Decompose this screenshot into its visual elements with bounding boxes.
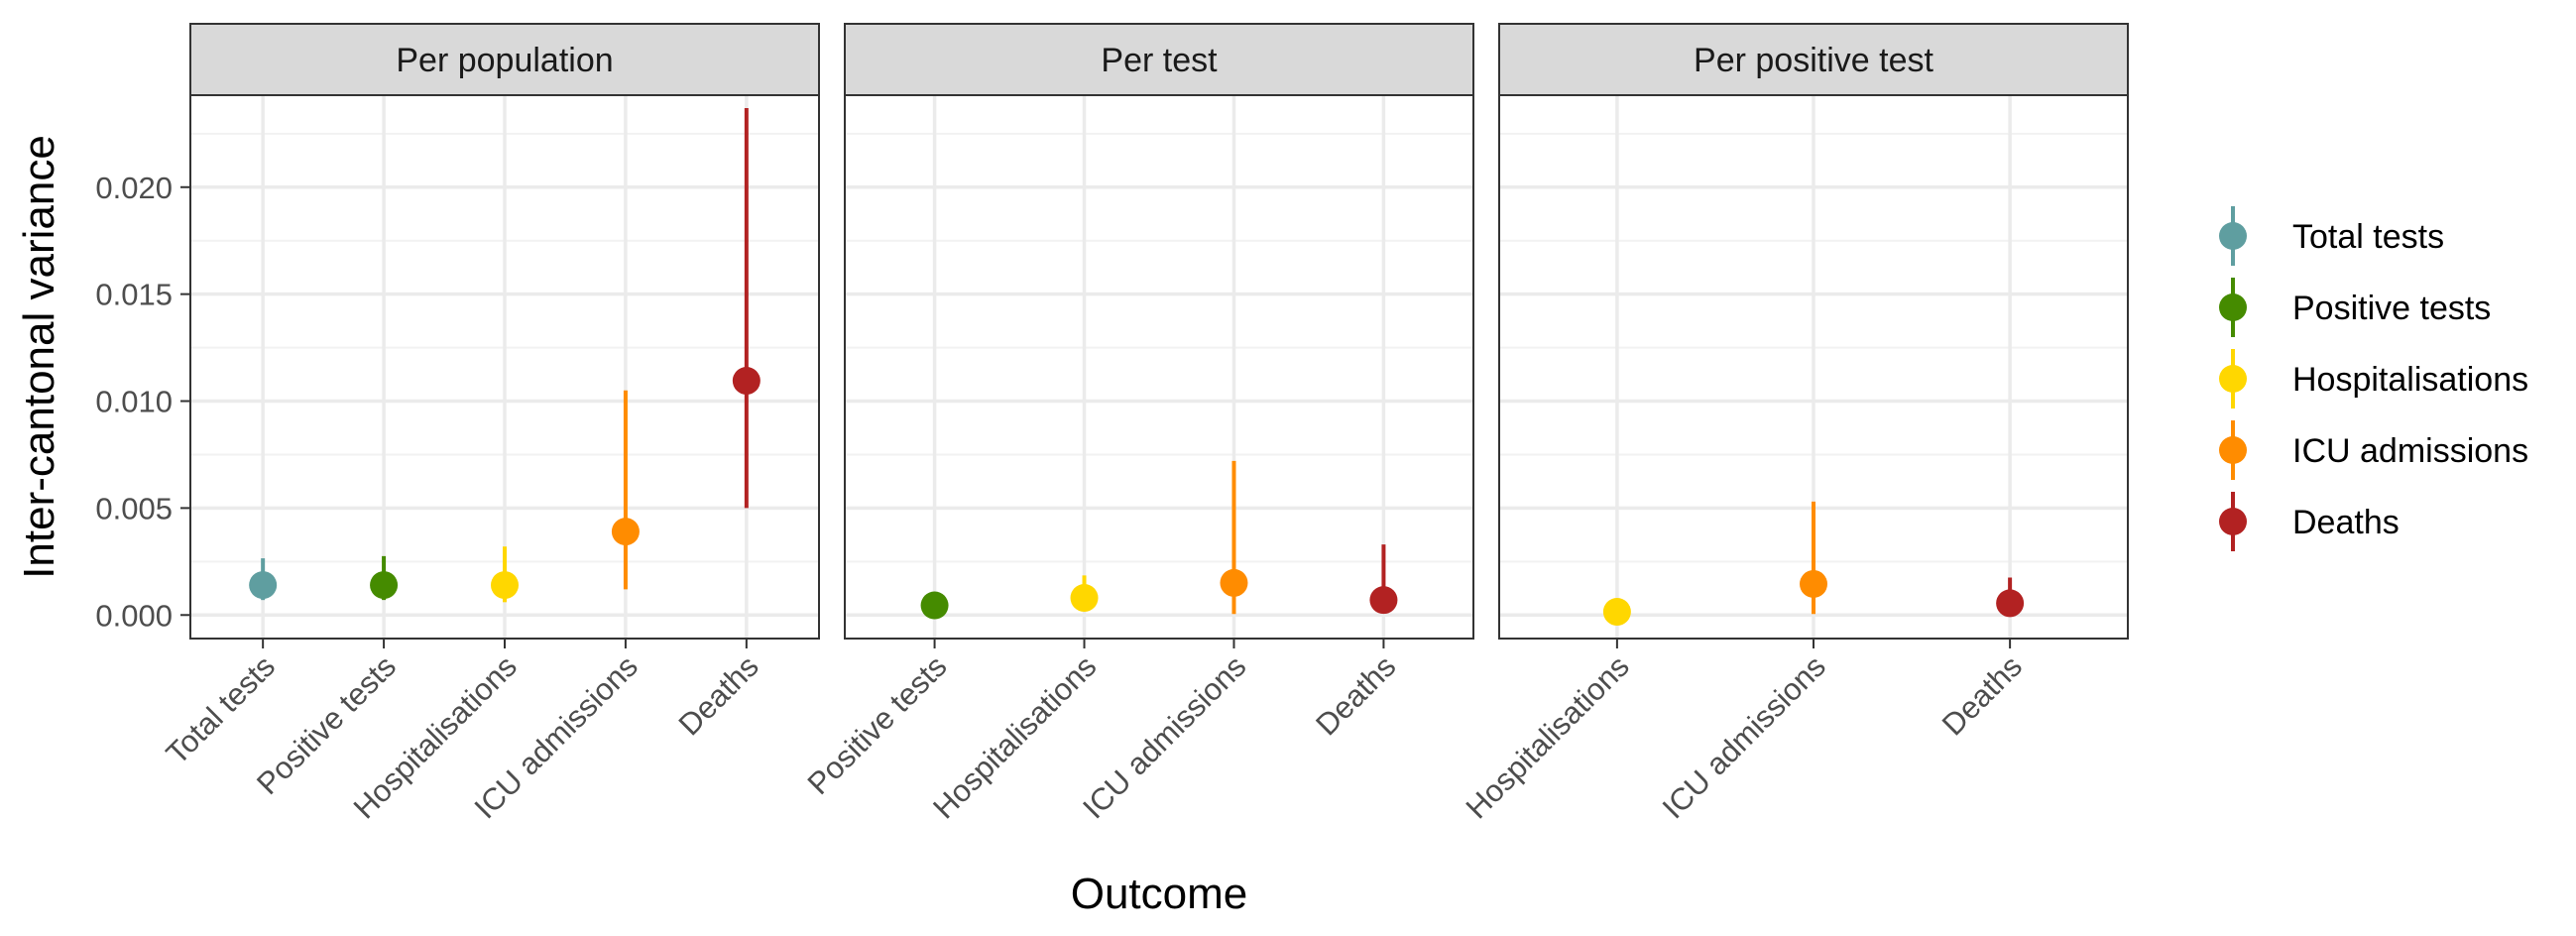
- panel-1: Per test Positive testsHospitalisationsIC…: [801, 23, 1474, 825]
- legend-label: Deaths: [2292, 504, 2400, 541]
- y-axis-title: Inter-cantonal variance: [15, 135, 63, 579]
- legend-key-point: [2219, 365, 2247, 393]
- facet-strip: [1498, 23, 2129, 96]
- x-axis-title: Outcome: [1071, 870, 1248, 918]
- y-tick-label: 0.015: [95, 278, 173, 312]
- point-estimate: [1602, 598, 1631, 627]
- panel-2: Per positive test Hospitalisations ICU adm…: [1460, 23, 2129, 825]
- facet-title: Per test: [1101, 42, 1218, 79]
- point-estimate: [611, 518, 640, 546]
- x-tick-label: Deaths: [1309, 648, 1402, 742]
- legend-key-point: [2219, 222, 2247, 250]
- legend-label: Hospitalisations: [2292, 361, 2528, 399]
- facet-strip: [844, 23, 1474, 96]
- point-estimate: [1220, 568, 1248, 597]
- y-tick-label: 0.020: [95, 171, 173, 205]
- x-tick-label: Deaths: [672, 648, 765, 742]
- legend-label: Total tests: [2292, 218, 2444, 256]
- x-tick-label: Positive tests: [801, 648, 954, 801]
- x-tick-label: Total tests: [160, 648, 282, 770]
- panel-background: [845, 95, 1473, 639]
- facet-title: Per population: [396, 42, 613, 79]
- point-estimate: [1996, 589, 2025, 618]
- x-tick-label: ICU admissions: [1076, 648, 1252, 825]
- x-tick-label: Deaths: [1935, 648, 2029, 742]
- legend-key-point: [2219, 508, 2247, 535]
- point-estimate: [1070, 584, 1099, 613]
- legend-key-point: [2219, 436, 2247, 464]
- legend-label: Positive tests: [2292, 290, 2491, 327]
- facet-strip: [189, 23, 820, 96]
- facet-title: Per positive test: [1694, 42, 1933, 79]
- y-tick-label: 0.005: [95, 491, 173, 526]
- y-axis: 0.000 0.005 0.010 0.015 0.020: [95, 171, 190, 633]
- point-estimate: [732, 367, 761, 396]
- point-estimate: [249, 571, 278, 600]
- point-estimate: [370, 571, 399, 600]
- point-estimate: [1369, 586, 1398, 615]
- y-tick-label: 0.010: [95, 385, 173, 419]
- point-estimate: [1800, 569, 1827, 598]
- x-tick-label: Hospitalisations: [926, 648, 1103, 825]
- point-estimate: [920, 591, 949, 620]
- y-tick-label: 0.000: [95, 598, 173, 633]
- legend-key-point: [2219, 293, 2247, 321]
- legend: Total tests Positive tests Hospitalisation…: [2219, 206, 2528, 551]
- point-estimate: [491, 571, 519, 600]
- x-tick-label: ICU admissions: [1656, 648, 1832, 825]
- legend-label: ICU admissions: [2292, 432, 2528, 470]
- x-tick-label: Hospitalisations: [1460, 648, 1636, 825]
